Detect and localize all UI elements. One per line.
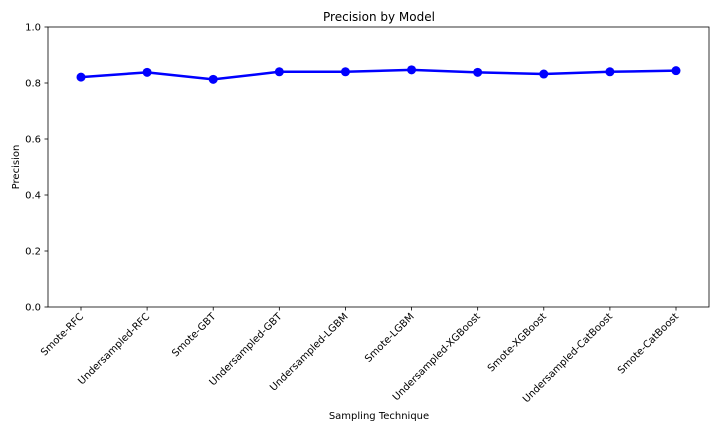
y-axis: 0.0 0.2 0.4 0.6 0.8 1.0 [25,23,48,314]
x-tick-label: Smote-GBT [170,311,219,360]
data-point [142,67,152,77]
x-tick-label: Smote-LGBM [363,311,417,365]
data-point [671,66,681,76]
x-axis-label: Sampling Technique [329,411,429,422]
x-tick-label: Undersampled-LGBM [268,311,350,393]
y-tick-label: 0.6 [25,135,41,146]
data-point [208,74,218,84]
y-tick-label: 0.2 [25,247,41,258]
y-tick-label: 1.0 [25,23,41,34]
data-point [473,67,483,77]
y-tick-label: 0.4 [25,191,41,202]
y-tick-label: 0.8 [25,79,41,90]
x-tick-label: Smote-RFC [39,311,86,358]
x-tick-label: Smote-CatBoost [616,311,681,376]
series-layer [76,65,681,84]
data-point [274,67,284,77]
x-tick-label: Smote-XGBoost [486,311,549,374]
data-point [407,65,417,75]
x-tick-label: Undersampled-RFC [76,311,152,387]
chart-title: Precision by Model [323,10,435,24]
data-point [340,67,350,77]
series-line [80,68,677,81]
x-tick-label: Undersampled-GBT [208,311,285,388]
data-point [76,72,86,82]
plot-area-frame [47,26,710,308]
data-point [539,69,549,79]
y-tick-label: 0.0 [25,303,41,314]
data-point [605,67,615,77]
y-axis-label: Precision [11,145,22,190]
